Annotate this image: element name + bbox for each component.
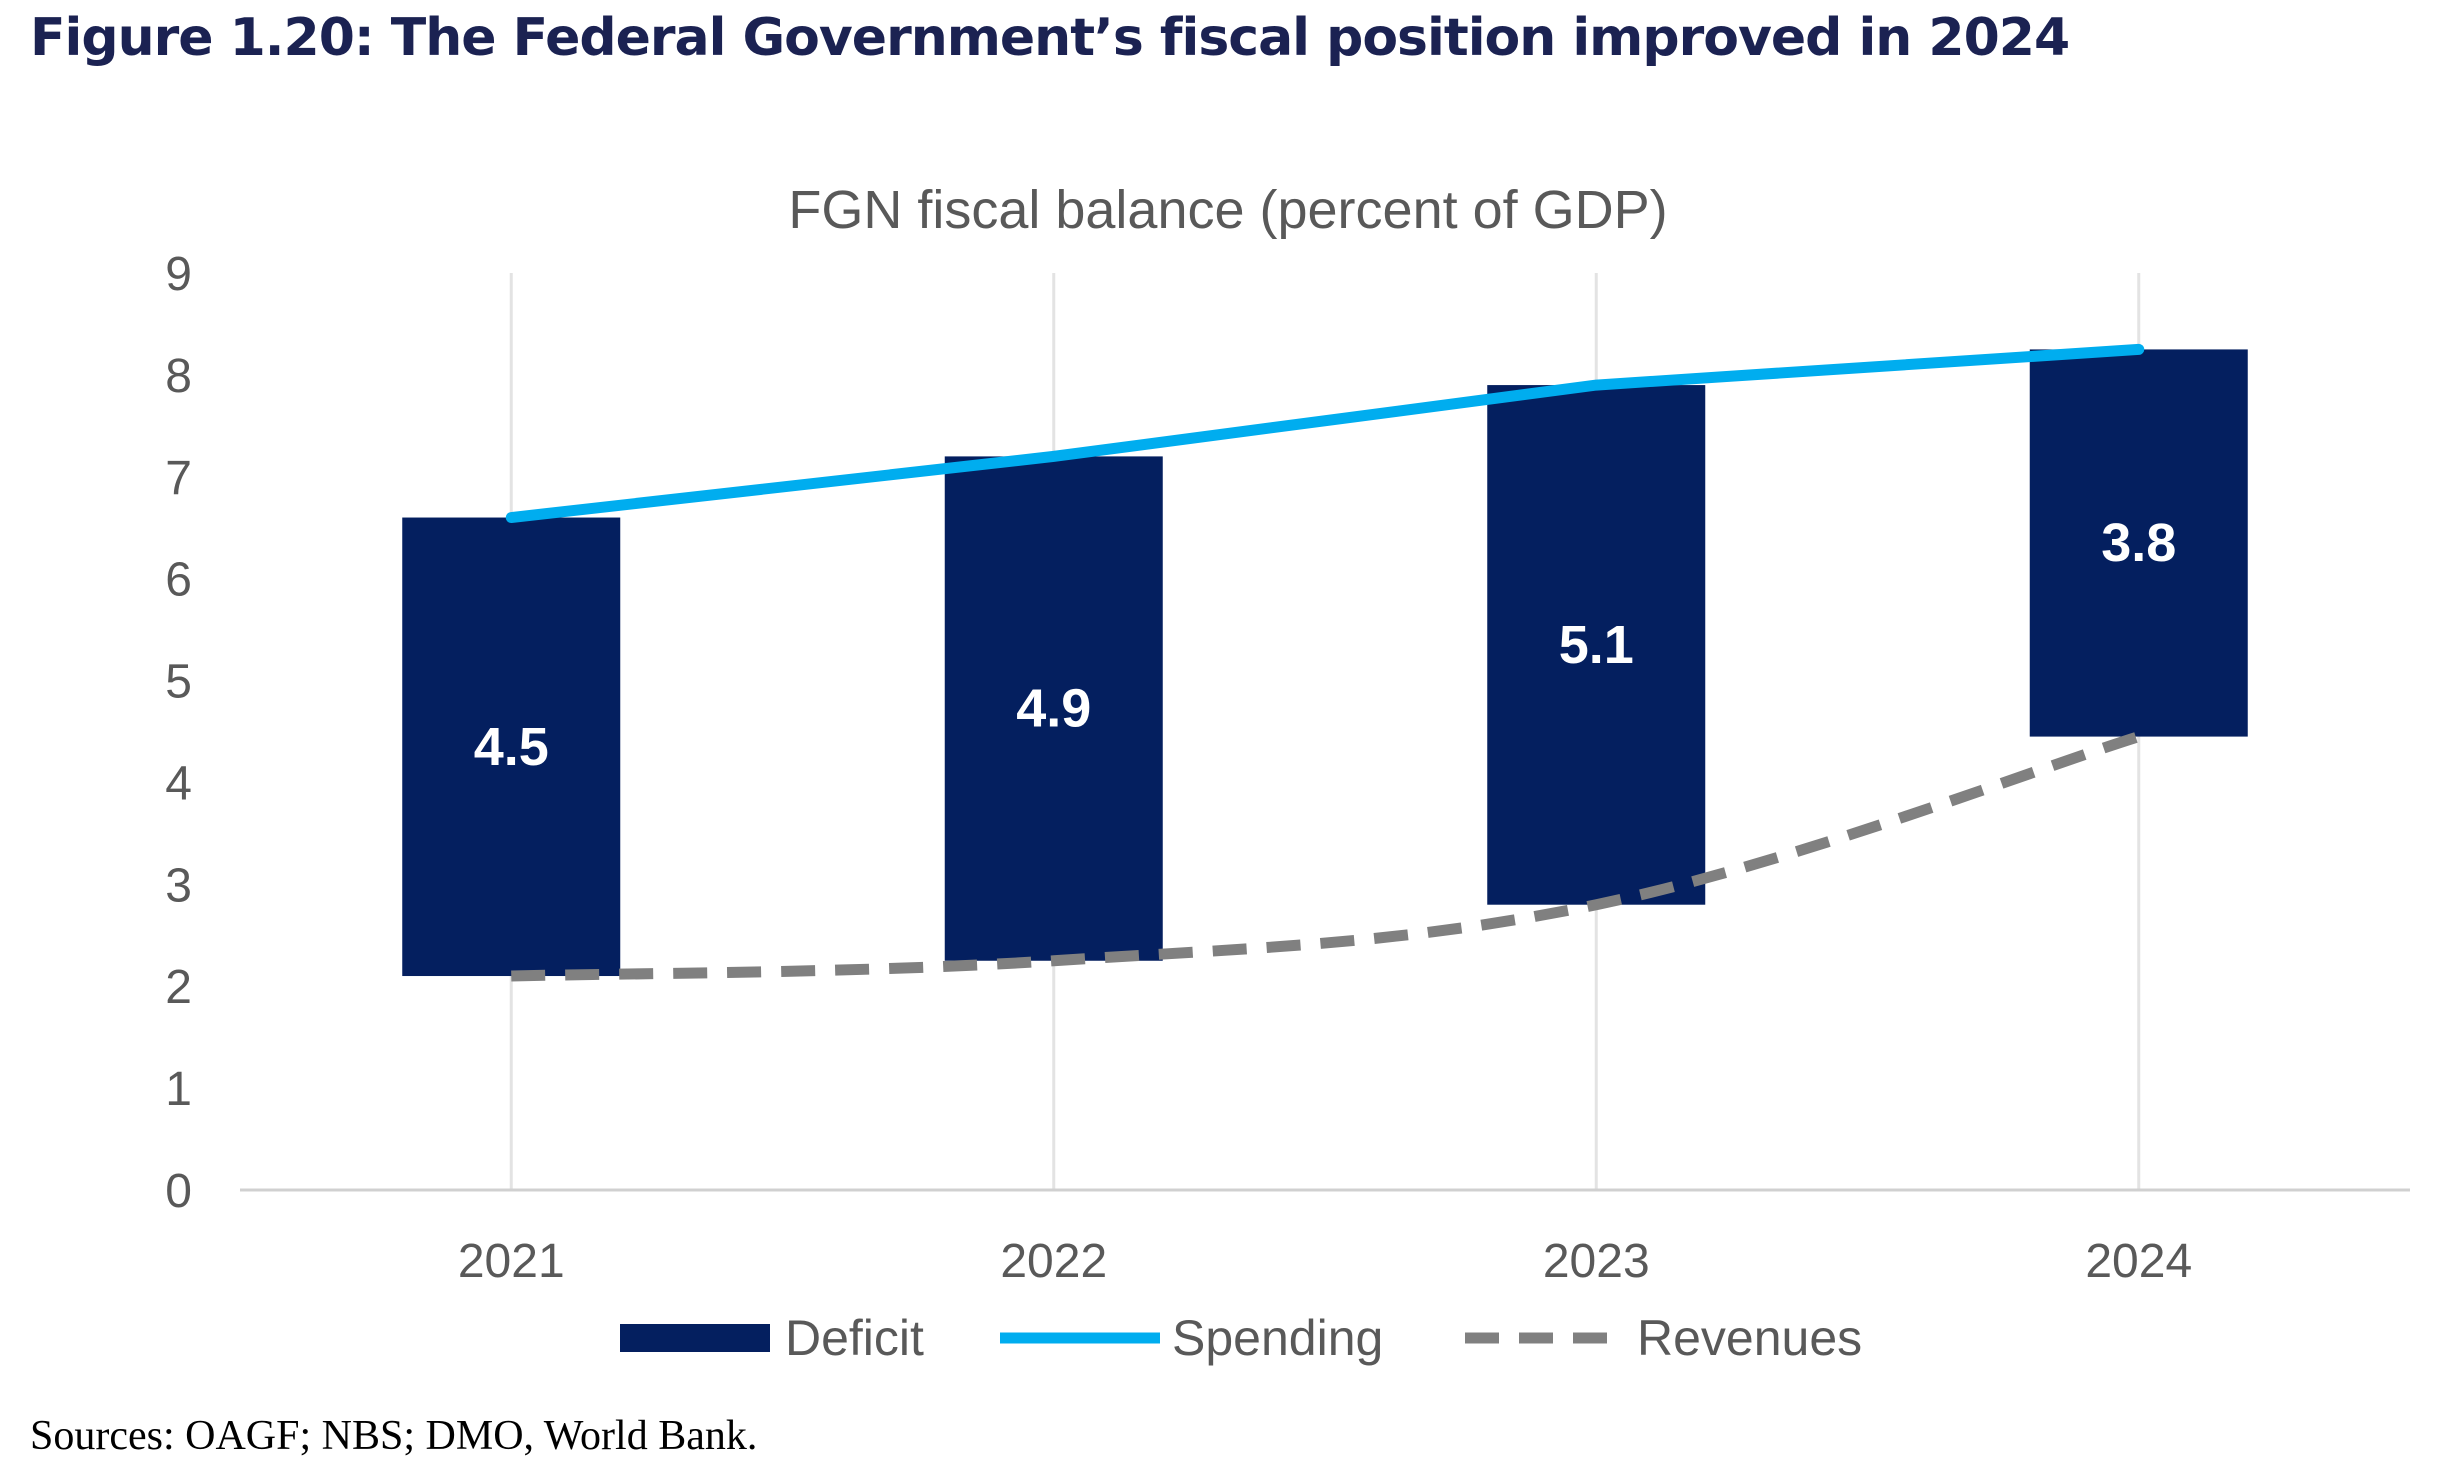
y-tick-label: 2	[165, 961, 192, 1014]
y-tick-label: 9	[165, 248, 192, 301]
y-tick-label: 8	[165, 350, 192, 403]
y-tick-label: 7	[165, 452, 192, 505]
x-tick-label: 2023	[1543, 1235, 1650, 1288]
x-tick-label: 2022	[1000, 1235, 1107, 1288]
chart-title: FGN fiscal balance (percent of GDP)	[788, 180, 1667, 240]
legend-label-revenues: Revenues	[1637, 1310, 1862, 1366]
deficit-label-2021: 4.5	[474, 717, 549, 777]
series-lines	[505, 343, 2145, 982]
y-tick-label: 0	[165, 1165, 192, 1218]
deficit-bar-2023	[1487, 385, 1706, 905]
axes: 0 1 2 3 4 5 6 7 8 9 2021 2022 2023 2024	[165, 248, 2410, 1288]
data-labels: 4.5 4.9 5.1 3.8	[474, 513, 2177, 777]
x-tick-label: 2024	[2085, 1235, 2192, 1288]
figure-title: Figure 1.20: The Federal Government’s fi…	[30, 8, 2070, 68]
y-tick-label: 4	[165, 757, 192, 810]
deficit-label-2024: 3.8	[2101, 513, 2176, 573]
x-tick-label: 2021	[458, 1235, 565, 1288]
deficit-label-2023: 5.1	[1559, 615, 1634, 675]
deficit-label-2022: 4.9	[1016, 679, 1091, 739]
legend-swatch-deficit	[620, 1324, 770, 1352]
y-tick-label: 5	[165, 656, 192, 709]
legend: Deficit Spending Revenues	[620, 1310, 1862, 1366]
deficit-bars	[402, 349, 2248, 977]
deficit-bar-2021	[402, 517, 621, 977]
y-tick-label: 3	[165, 859, 192, 912]
revenues-line	[511, 731, 2141, 982]
y-tick-label: 1	[165, 1063, 192, 1116]
gridlines	[509, 273, 2141, 1190]
legend-label-deficit: Deficit	[785, 1310, 924, 1366]
y-tick-label: 6	[165, 554, 192, 607]
deficit-bar-2024	[2029, 349, 2248, 737]
spending-line	[505, 343, 2145, 524]
deficit-bar-2022	[944, 456, 1163, 961]
sources-note: Sources: OAGF; NBS; DMO, World Bank.	[30, 1413, 758, 1459]
legend-label-spending: Spending	[1172, 1310, 1383, 1366]
